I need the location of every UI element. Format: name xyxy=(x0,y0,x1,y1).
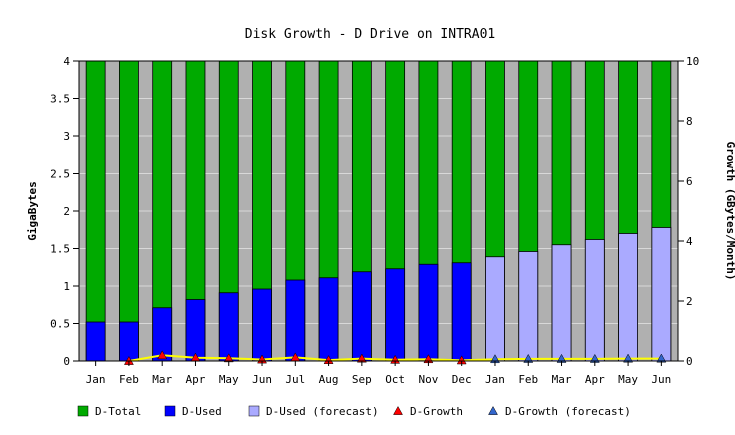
legend-used-forecast-label: D-Used (forecast) xyxy=(266,405,379,418)
x-tick-label: Mar xyxy=(152,373,172,386)
legend-growth-forecast-label: D-Growth (forecast) xyxy=(505,405,631,418)
y2-axis-label: Growth (GBytes/Month) xyxy=(724,141,735,280)
x-tick-label: Feb xyxy=(119,373,139,386)
used-bar xyxy=(252,288,272,362)
used-bar xyxy=(285,279,306,362)
y-tick-label: 3 xyxy=(63,130,70,143)
x-tick-label: Mar xyxy=(552,373,572,386)
legend-used-swatch xyxy=(164,405,176,417)
used-bar xyxy=(185,299,206,362)
y2-tick-label: 2 xyxy=(686,295,693,308)
used-forecast-bar xyxy=(518,251,539,362)
y-tick-label: 0.5 xyxy=(50,318,70,331)
legend-growth-label: D-Growth xyxy=(410,405,463,418)
used-bar xyxy=(418,263,439,362)
x-tick-label: Oct xyxy=(385,373,405,386)
y2-tick-label: 8 xyxy=(686,115,693,128)
used-bar xyxy=(385,268,406,362)
x-tick-label: Apr xyxy=(186,373,206,386)
y-tick-label: 0 xyxy=(63,355,70,368)
used-forecast-bar xyxy=(584,239,605,362)
used-bar xyxy=(119,321,139,362)
y-tick-label: 2.5 xyxy=(50,168,70,181)
used-bar xyxy=(451,262,472,362)
y-tick-label: 1 xyxy=(63,280,70,293)
y-tick-label: 2 xyxy=(63,205,70,218)
y2-tick-label: 10 xyxy=(686,55,699,68)
used-forecast-bar xyxy=(651,227,672,362)
x-tick-label: May xyxy=(219,373,239,386)
x-tick-label: Feb xyxy=(518,373,538,386)
used-bar xyxy=(85,321,106,362)
used-bar xyxy=(318,277,339,362)
y2-tick-label: 6 xyxy=(686,175,693,188)
x-tick-label: Aug xyxy=(319,373,339,386)
used-forecast-bar xyxy=(485,256,505,362)
y-tick-label: 4 xyxy=(63,55,70,68)
used-forecast-bar xyxy=(551,244,572,362)
x-tick-label: Jan xyxy=(485,373,505,386)
y2-tick-label: 4 xyxy=(686,235,693,248)
legend-total-label: D-Total xyxy=(95,405,141,418)
y-tick-label: 3.5 xyxy=(50,93,70,106)
used-bar xyxy=(351,271,372,362)
y2-tick-label: 0 xyxy=(686,355,693,368)
legend-used-forecast-swatch xyxy=(248,405,260,417)
x-tick-label: Jun xyxy=(651,373,671,386)
y-axis-label: GigaBytes xyxy=(26,181,39,241)
total-bar xyxy=(85,60,106,362)
legend-growth-forecast-swatch xyxy=(488,405,498,415)
x-tick-label: Jan xyxy=(86,373,106,386)
x-tick-label: May xyxy=(618,373,638,386)
x-tick-label: Sep xyxy=(352,373,372,386)
x-tick-label: Nov xyxy=(418,373,438,386)
legend-total-swatch xyxy=(77,405,89,417)
legend-growth-swatch xyxy=(393,405,403,415)
total-bar xyxy=(119,60,139,362)
used-forecast-bar xyxy=(618,233,638,362)
x-tick-label: Apr xyxy=(585,373,605,386)
growth-marker xyxy=(157,350,168,360)
x-tick-label: Dec xyxy=(452,373,472,386)
x-tick-label: Jul xyxy=(285,373,305,386)
legend-used-label: D-Used xyxy=(182,405,222,418)
used-bar xyxy=(218,292,239,362)
x-tick-label: Jun xyxy=(252,373,272,386)
y-tick-label: 1.5 xyxy=(50,243,70,256)
chart-title: Disk Growth - D Drive on INTRA01 xyxy=(245,27,495,42)
